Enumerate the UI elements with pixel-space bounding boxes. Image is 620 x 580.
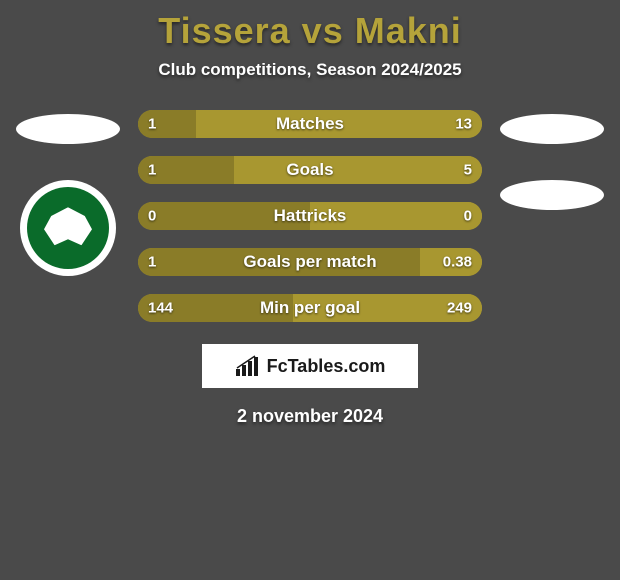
stat-value-right: 0 (464, 208, 472, 225)
right-column (500, 110, 604, 210)
stat-bar: 1 0.38 Goals per match (138, 248, 482, 276)
stat-fill-left (138, 110, 196, 138)
date-line: 2 november 2024 (0, 406, 620, 427)
stat-value-left: 144 (148, 300, 173, 317)
stat-label: Hattricks (274, 206, 347, 226)
brand-box: FcTables.com (202, 344, 418, 388)
ludogorets-crest-icon (27, 187, 109, 269)
stat-value-right: 249 (447, 300, 472, 317)
club-badge-right (500, 180, 604, 210)
stat-value-right: 0.38 (443, 254, 472, 271)
stat-fill-right (234, 156, 482, 184)
bar-chart-icon (235, 355, 261, 377)
stat-value-left: 0 (148, 208, 156, 225)
stat-label: Matches (276, 114, 344, 134)
stat-label: Goals per match (243, 252, 376, 272)
stat-bar: 144 249 Min per goal (138, 294, 482, 322)
stat-value-right: 5 (464, 162, 472, 179)
left-column (16, 110, 120, 276)
stat-value-left: 1 (148, 116, 156, 133)
stat-bar: 1 13 Matches (138, 110, 482, 138)
subtitle: Club competitions, Season 2024/2025 (0, 60, 620, 80)
main-row: 1 13 Matches 1 5 Goals 0 0 Hattricks 1 0.38 Goals p… (0, 110, 620, 322)
stat-bar: 0 0 Hattricks (138, 202, 482, 230)
root: Tissera vs Makni Club competitions, Seas… (0, 0, 620, 427)
player-avatar-left (16, 114, 120, 144)
page-title: Tissera vs Makni (0, 10, 620, 52)
stat-value-left: 1 (148, 254, 156, 271)
stat-label: Min per goal (260, 298, 360, 318)
stat-value-right: 13 (455, 116, 472, 133)
brand-text: FcTables.com (267, 356, 386, 377)
stat-label: Goals (286, 160, 333, 180)
player-avatar-right (500, 114, 604, 144)
club-badge-left (20, 180, 116, 276)
stat-bar: 1 5 Goals (138, 156, 482, 184)
stats-column: 1 13 Matches 1 5 Goals 0 0 Hattricks 1 0.38 Goals p… (138, 110, 482, 322)
stat-value-left: 1 (148, 162, 156, 179)
